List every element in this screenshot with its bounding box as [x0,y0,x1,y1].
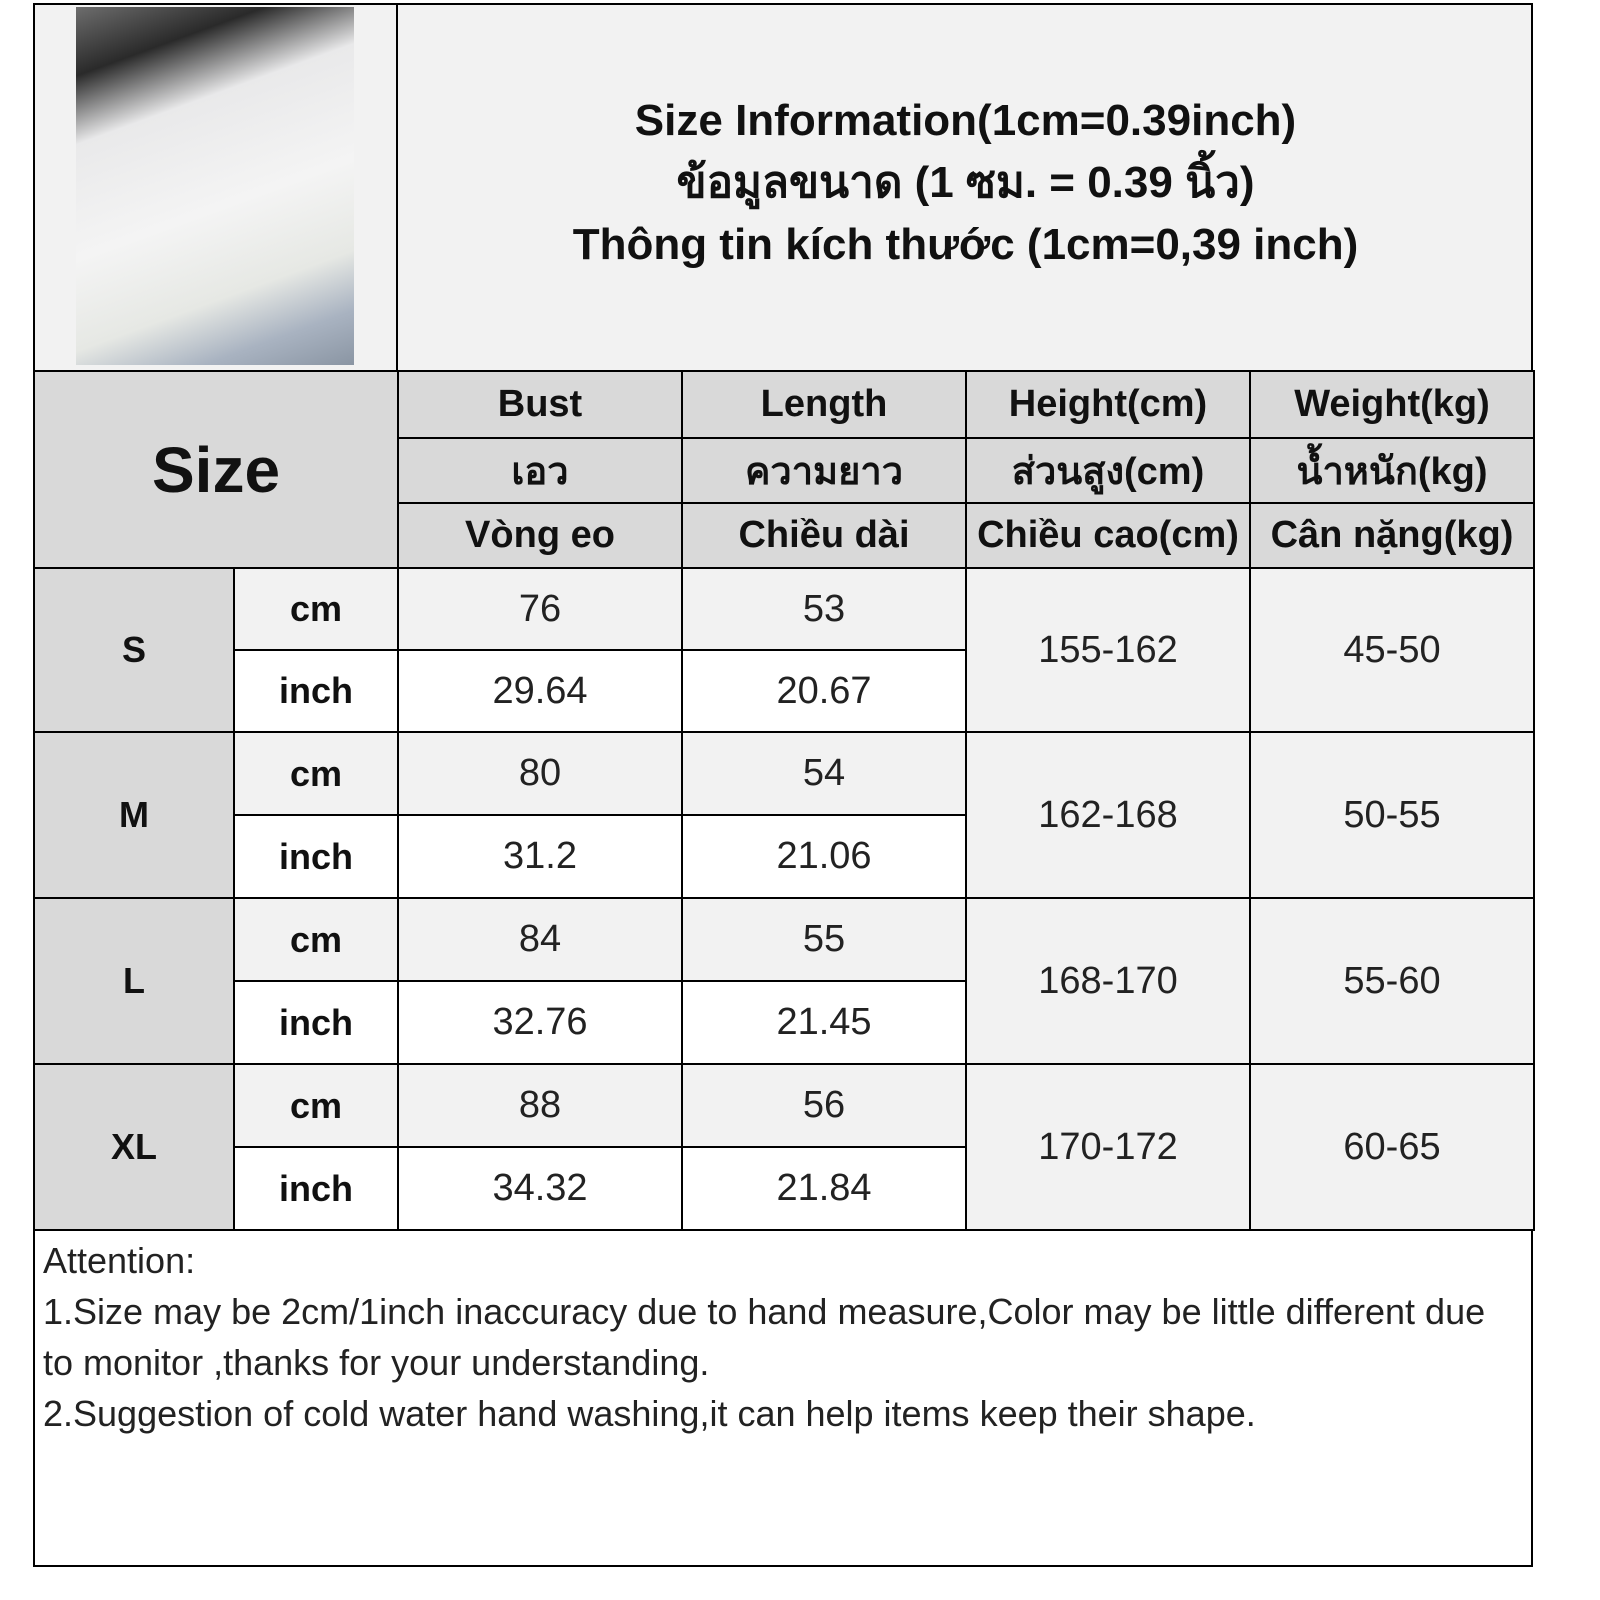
title-th: ข้อมูลขนาด (1 ซม. = 0.39 นิ้ว) [676,158,1255,207]
table-cell: 34.32 [397,1146,683,1231]
table-cell: 32.76 [397,980,683,1065]
unit-label: cm [233,567,399,651]
unit-label: cm [233,897,399,982]
table-cell: 54 [681,731,967,816]
title-vi: Thông tin kích thước (1cm=0,39 inch) [572,220,1359,269]
product-photo [76,7,354,365]
table-cell: 76 [397,567,683,651]
note-1: 1.Size may be 2cm/1inch inaccuracy due t… [43,1291,1486,1383]
unit-label: inch [233,814,399,899]
size-label: XL [33,1063,235,1231]
table-cell: 53 [681,567,967,651]
page-title: Size Information(1cm=0.39inch) ข้อมูลขนา… [398,90,1533,276]
divider [396,3,398,372]
unit-label: inch [233,1146,399,1231]
note-2: 2.Suggestion of cold water hand washing,… [43,1393,1256,1434]
height-cell: 162-168 [965,731,1251,899]
column-header: Chiều cao(cm) [965,502,1251,569]
table-cell: 21.06 [681,814,967,899]
height-cell: 155-162 [965,567,1251,733]
unit-label: inch [233,980,399,1065]
table-cell: 84 [397,897,683,982]
size-label: L [33,897,235,1065]
table-cell: 88 [397,1063,683,1148]
height-cell: 170-172 [965,1063,1251,1231]
unit-label: inch [233,649,399,733]
column-header: ส่วนสูง(cm) [965,437,1251,504]
table-cell: 20.67 [681,649,967,733]
table-cell: 31.2 [397,814,683,899]
unit-label: cm [233,1063,399,1148]
weight-cell: 50-55 [1249,731,1535,899]
unit-label: cm [233,731,399,816]
column-header: น้ำหนัก(kg) [1249,437,1535,504]
weight-cell: 45-50 [1249,567,1535,733]
column-header: Length [681,370,967,439]
size-label: S [33,567,235,733]
weight-cell: 55-60 [1249,897,1535,1065]
column-header: Bust [397,370,683,439]
table-cell: 56 [681,1063,967,1148]
notes: Attention: 1.Size may be 2cm/1inch inacc… [33,1229,1533,1567]
notes-heading: Attention: [43,1240,196,1281]
column-header: Vòng eo [397,502,683,569]
title-en: Size Information(1cm=0.39inch) [634,96,1297,145]
table-cell: 55 [681,897,967,982]
column-header: เอว [397,437,683,504]
size-label: M [33,731,235,899]
height-cell: 168-170 [965,897,1251,1065]
column-header: Weight(kg) [1249,370,1535,439]
size-header: Size [33,370,399,569]
table-cell: 21.45 [681,980,967,1065]
table-cell: 80 [397,731,683,816]
table-cell: 21.84 [681,1146,967,1231]
column-header: Chiều dài [681,502,967,569]
column-header: Cân nặng(kg) [1249,502,1535,569]
column-header: Height(cm) [965,370,1251,439]
table-cell: 29.64 [397,649,683,733]
column-header: ความยาว [681,437,967,504]
weight-cell: 60-65 [1249,1063,1535,1231]
